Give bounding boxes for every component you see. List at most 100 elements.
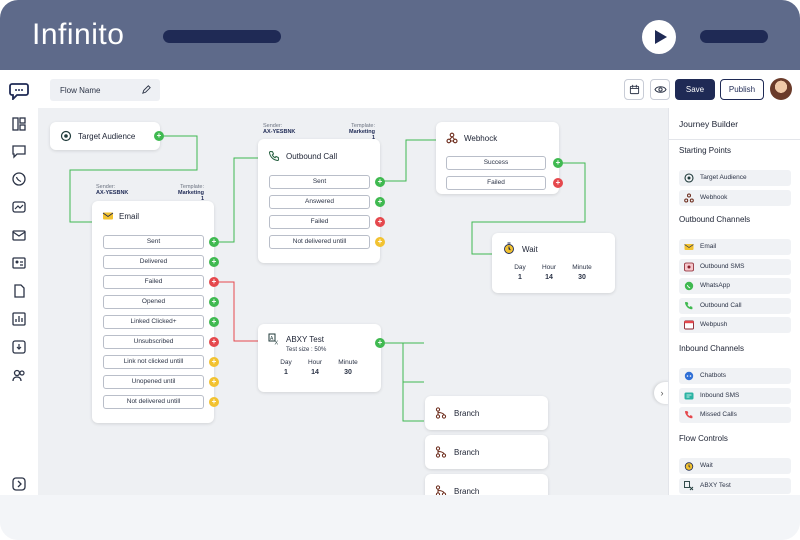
flow-name-field[interactable]: Flow Name	[50, 79, 160, 101]
add-connector-button[interactable]: +	[209, 257, 219, 267]
add-connector-button[interactable]: +	[375, 237, 385, 247]
branch-icon	[435, 446, 447, 458]
palette-item-target-audience[interactable]: Target Audience	[679, 170, 791, 186]
avatar[interactable]	[770, 78, 792, 100]
whatsapp-rail-icon[interactable]	[11, 171, 27, 187]
outbound-call-node[interactable]: Outbound Call Sent + Answered + Failed + Not d…	[258, 139, 385, 263]
option-unopened-until[interactable]: Unopened until	[103, 375, 204, 389]
outbound-template: Template: Marketing 1	[349, 123, 375, 141]
add-connector-button[interactable]: +	[375, 217, 385, 227]
branch-node[interactable]: Branch	[425, 435, 548, 469]
layout-icon[interactable]	[11, 116, 27, 132]
webhook-node[interactable]: Webhock Success + Failed +	[436, 122, 563, 194]
preview-button[interactable]	[650, 79, 670, 100]
option-delivered[interactable]: Delivered	[103, 255, 204, 269]
branch-icon	[435, 407, 447, 419]
collapse-panel-button[interactable]: ›	[654, 382, 668, 404]
palette-item-webpush[interactable]: Webpush	[679, 317, 791, 333]
add-connector-button[interactable]: +	[154, 131, 164, 141]
option-failed[interactable]: Failed	[103, 275, 204, 289]
palette-item-label: Chatbots	[700, 372, 727, 379]
palette-item-label: Missed Calls	[700, 411, 737, 418]
save-button[interactable]: Save	[675, 79, 715, 100]
message-icon[interactable]	[11, 143, 27, 159]
option-linked-clicked[interactable]: Linked Clicked+	[103, 315, 204, 329]
add-connector-button[interactable]: +	[209, 237, 219, 247]
palette-item-email[interactable]: Email	[679, 239, 791, 255]
add-connector-button[interactable]: +	[375, 338, 385, 348]
palette-item-outbound-sms[interactable]: Outbound SMS	[679, 258, 791, 275]
email-node[interactable]: Email Sent + Delivered + Failed + Opened + Linke…	[92, 201, 219, 423]
add-connector-button[interactable]: +	[209, 357, 219, 367]
chat-logo-icon[interactable]	[9, 82, 29, 100]
palette-item-whatsapp[interactable]: WhatsApp	[679, 278, 791, 294]
add-connector-button[interactable]: +	[209, 337, 219, 347]
add-connector-button[interactable]: +	[553, 178, 563, 188]
node-title: Wait	[522, 245, 538, 254]
option-link-not-clicked-untill[interactable]: Link not clicked untill	[103, 355, 204, 369]
webpush-icon	[684, 320, 694, 330]
option-success[interactable]: Success	[446, 156, 546, 170]
palette-item-label: Outbound SMS	[700, 262, 745, 270]
palette-item-label: Inbound SMS	[700, 391, 740, 399]
option-sent[interactable]: Sent	[269, 175, 370, 189]
target-icon	[60, 130, 72, 142]
target-audience-node[interactable]: Target Audience +	[50, 122, 164, 150]
add-connector-button[interactable]: +	[553, 158, 563, 168]
email-icon	[102, 212, 114, 220]
add-connector-button[interactable]: +	[375, 177, 385, 187]
wait-minute: Minute 30	[572, 264, 592, 281]
bottom-strip	[0, 495, 800, 540]
svg-text:X: X	[275, 341, 279, 346]
contacts-icon[interactable]	[11, 255, 27, 271]
palette-item-inbound-sms[interactable]: Inbound SMS	[679, 387, 791, 404]
download-icon[interactable]	[11, 339, 27, 355]
calendar-button[interactable]	[624, 79, 644, 100]
palette-item-label: ABXY Test	[700, 481, 731, 489]
document-icon[interactable]	[11, 283, 27, 299]
add-connector-button[interactable]: +	[209, 317, 219, 327]
option-failed[interactable]: Failed	[269, 215, 370, 229]
mail-icon[interactable]	[11, 227, 27, 243]
publish-button[interactable]: Publish	[720, 79, 764, 100]
edit-icon[interactable]	[141, 84, 152, 95]
option-opened[interactable]: Opened	[103, 295, 204, 309]
palette-item-outbound-call[interactable]: Outbound Call	[679, 297, 791, 314]
analytics-icon[interactable]	[11, 311, 27, 327]
campaign-icon[interactable]	[11, 199, 27, 215]
panel-divider	[669, 139, 800, 140]
palette-item-abxy-test[interactable]: ABXY Test	[679, 477, 791, 494]
expand-rail-icon[interactable]	[11, 476, 27, 492]
users-icon[interactable]	[11, 367, 27, 383]
branch-node[interactable]: Branch	[425, 474, 548, 495]
option-unsubscribed[interactable]: Unsubscribed	[103, 335, 204, 349]
add-connector-button[interactable]: +	[209, 277, 219, 287]
outbound-sender: Sender: AX-YESBNK	[263, 123, 296, 135]
palette-item-chatbots[interactable]: Chatbots	[679, 368, 791, 384]
option-answered[interactable]: Answered	[269, 195, 370, 209]
add-connector-button[interactable]: +	[209, 397, 219, 407]
email-sender: Sender: AX-YESBNK	[96, 184, 129, 196]
missed-call-icon	[684, 410, 693, 419]
brand-logo: Infinito	[32, 18, 125, 51]
connector-lines	[69, 135, 586, 422]
header-pill-bar-right	[700, 30, 768, 43]
option-sent[interactable]: Sent	[103, 235, 204, 249]
palette-item-wait[interactable]: Wait	[679, 458, 791, 474]
option-not-delivered-untill[interactable]: Not delivered untill	[269, 235, 370, 249]
flow-canvas[interactable]: Target Audience + Sender: AX-YESBNK Templ…	[38, 108, 668, 495]
branch-node[interactable]: Branch	[425, 396, 548, 430]
add-connector-button[interactable]: +	[209, 377, 219, 387]
node-title: Branch	[454, 448, 480, 457]
panel-title: Journey Builder	[679, 119, 739, 129]
option-failed[interactable]: Failed	[446, 176, 546, 190]
add-connector-button[interactable]: +	[209, 297, 219, 307]
option-not-delivered-untill[interactable]: Not delivered untill	[103, 395, 204, 409]
palette-item-missed-calls[interactable]: Missed Calls	[679, 407, 791, 423]
palette-item-webhook[interactable]: Webhook	[679, 189, 791, 206]
add-connector-button[interactable]: +	[375, 197, 385, 207]
play-button[interactable]	[642, 20, 676, 54]
wait-node[interactable]: Wait Day 1 Hour 14 Minute 30	[492, 233, 615, 293]
chatbot-icon	[684, 371, 694, 381]
